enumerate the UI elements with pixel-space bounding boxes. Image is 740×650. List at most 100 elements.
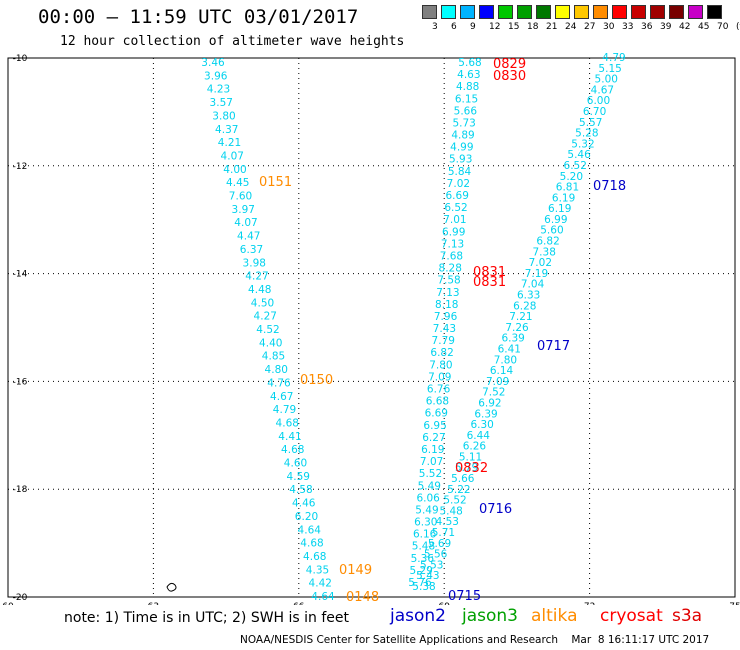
legend-level-label: 70 — [717, 22, 729, 32]
legend-level-label: 9 — [470, 22, 476, 32]
wave-height-value: 5.52 — [443, 495, 466, 507]
legend-swatch — [707, 5, 722, 19]
wave-height-value: 6.44 — [467, 430, 491, 442]
wave-height-value: 5.22 — [447, 484, 470, 496]
wave-height-value: 7.13 — [441, 238, 464, 250]
wave-height-value: 7.58 — [437, 275, 460, 287]
legend-level-label: 39 — [660, 22, 672, 32]
wave-height-value: 5.52 — [419, 468, 442, 480]
pass-label: 0832 — [455, 461, 488, 476]
wave-height-value: 4.68 — [300, 538, 323, 550]
wave-height-value: 7.04 — [521, 279, 545, 291]
legend-level-label: 36 — [641, 22, 653, 32]
wave-height-value: 5.60 — [540, 225, 563, 237]
wave-height-value: 7.38 — [533, 246, 556, 258]
wave-height-value: 4.41 — [278, 431, 301, 443]
wave-height-value: 6.20 — [295, 511, 318, 523]
legend-swatch — [650, 5, 665, 19]
latitude-tick-label: -20 — [13, 593, 28, 603]
pass-label: 0148 — [346, 590, 379, 605]
wave-height-value: 5.53 — [420, 559, 443, 571]
longitude-tick-label: 75 — [729, 602, 740, 605]
wave-height-value: 5.46 — [567, 149, 591, 161]
wave-height-value: 4.88 — [456, 81, 479, 93]
legend-s3a: s3a — [672, 606, 703, 626]
longitude-tick-label: 72 — [584, 602, 595, 605]
wave-height-value: 6.41 — [498, 343, 521, 355]
wave-height-value: 6.81 — [556, 182, 579, 194]
pass-label: 0718 — [593, 179, 626, 194]
wave-height-value: 4.37 — [215, 124, 238, 136]
wave-height-value: 4.48 — [248, 284, 271, 296]
wave-height-value: 6.95 — [423, 420, 446, 432]
legend-swatch — [517, 5, 532, 19]
wave-height-value: 8.18 — [435, 299, 458, 311]
pass-label: 0715 — [448, 589, 481, 604]
wave-height-value: 4.68 — [281, 444, 304, 456]
wave-height-value: 6.70 — [583, 106, 606, 118]
wave-height-value: 5.48 — [439, 505, 462, 517]
wave-height-value: 4.42 — [309, 578, 332, 590]
wave-height-value: 5.32 — [571, 138, 594, 150]
legend-swatch — [574, 5, 589, 19]
wave-height-value: 7.96 — [434, 311, 458, 323]
wave-height-value: 5.56 — [424, 549, 448, 561]
legend-swatch — [612, 5, 627, 19]
wave-height-value: 6.76 — [427, 384, 451, 396]
pass-label: 0831 — [473, 275, 506, 290]
wave-height-value: 4.45 — [226, 177, 249, 189]
wave-height-value: 5.00 — [595, 74, 618, 86]
wave-height-value: 3.80 — [212, 110, 235, 122]
wave-height-value: 6.99 — [442, 226, 465, 238]
wave-height-value: 5.48 — [412, 541, 435, 553]
legend-level-label: 33 — [622, 22, 634, 32]
wave-height-value: 4.21 — [218, 137, 241, 149]
wave-height-value: 4.63 — [457, 69, 480, 81]
wave-height-value: 3.97 — [232, 204, 255, 216]
wave-height-value: 6.14 — [490, 365, 514, 377]
wave-height-value: 6.30 — [470, 419, 493, 431]
wave-height-value: 4.35 — [306, 564, 329, 576]
wave-height-value: 4.60 — [284, 458, 307, 470]
pass-label: 0716 — [479, 502, 512, 517]
wave-height-value: 7.80 — [494, 354, 517, 366]
legend-level-label: 24 — [565, 22, 577, 32]
legend-level-label: 21 — [546, 22, 558, 32]
longitude-tick-label: 63 — [148, 602, 159, 605]
pass-label: 0717 — [537, 339, 570, 354]
legend-level-label: 3 — [432, 22, 438, 32]
wave-height-value: 4.85 — [262, 351, 285, 363]
wave-height-value: 5.20 — [560, 171, 583, 183]
wave-height-value: 5.15 — [598, 63, 621, 75]
legend-jason3: jason3 — [462, 606, 518, 626]
wave-height-value: 4.67 — [270, 391, 293, 403]
wave-height-value: 6.82 — [536, 236, 559, 248]
wave-height-value: 4.58 — [289, 484, 312, 496]
wave-height-value: 4.67 — [591, 84, 614, 96]
wave-height-value: 7.02 — [529, 257, 552, 269]
wave-height-value: 5.68 — [458, 57, 481, 69]
legend-swatch — [631, 5, 646, 19]
pass-label: 0831 — [473, 265, 506, 280]
island-outline — [166, 582, 177, 592]
wave-height-value: 5.29 — [409, 565, 432, 577]
wave-height-value: 5.11 — [459, 451, 482, 463]
legend-swatch — [479, 5, 494, 19]
wave-height-value: 3.57 — [210, 97, 233, 109]
wave-height-value: 7.43 — [433, 323, 456, 335]
legend-swatch — [593, 5, 608, 19]
legend-level-label: 27 — [584, 22, 596, 32]
wave-height-value: 6.37 — [240, 244, 263, 256]
wave-height-value: 4.79 — [602, 52, 625, 64]
wave-height-value: 6.28 — [513, 300, 536, 312]
latitude-tick-label: -14 — [13, 270, 28, 280]
wave-height-value: 6.39 — [474, 408, 497, 420]
wave-height-value: 5.71 — [432, 527, 455, 539]
altimeter-map: -10 -12 -14 -16 -18 -2060 63 66 69 72 75 3.463.96 4.… — [2, 52, 740, 605]
wave-height-value: 6.19 — [548, 203, 571, 215]
wave-height-value: 8.28 — [439, 263, 462, 275]
wave-height-value: 7.60 — [229, 191, 252, 203]
wave-height-value: 4.53 — [436, 516, 459, 528]
wave-height-value: 7.13 — [436, 287, 459, 299]
wave-height-value: 4.59 — [287, 471, 310, 483]
